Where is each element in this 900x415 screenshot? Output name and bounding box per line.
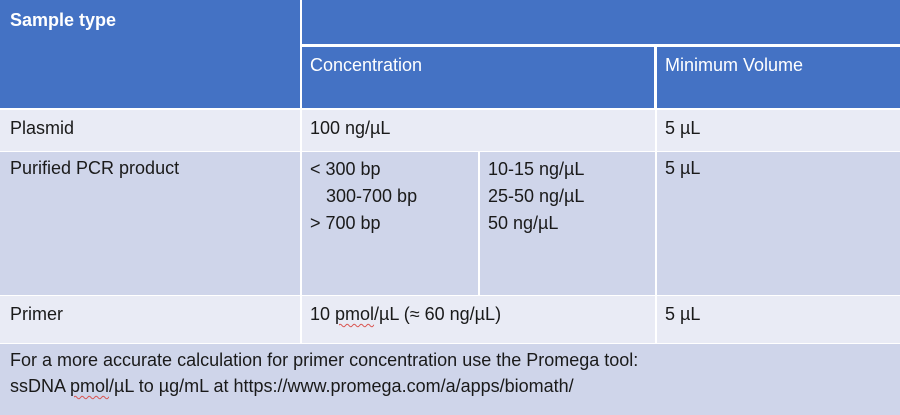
plasmid-sample-label: Plasmid: [10, 118, 75, 138]
column-divider-2: [655, 47, 657, 344]
header-sample-type-label: Sample type: [10, 10, 117, 30]
footer-line-2-prefix: ssDNA: [10, 376, 71, 396]
footer-line-1: For a more accurate calculation for prim…: [10, 350, 639, 370]
pcr-concentration-2: 25-50 ng/µL: [488, 186, 585, 206]
primer-row: Primer 10 pmol/µL (≈ 60 ng/µL) 5 µL: [0, 296, 900, 343]
pcr-size-2: 300-700 bp: [326, 186, 418, 206]
plasmid-volume: 5 µL: [665, 118, 701, 138]
header-minimum-volume-label: Minimum Volume: [665, 55, 804, 75]
footer-note: For a more accurate calculation for prim…: [0, 344, 900, 415]
pcr-row: Purified PCR product < 300 bp 300-700 bp…: [0, 152, 900, 295]
pcr-size-list: < 300 bp 300-700 bp > 700 bp: [310, 156, 417, 237]
pcr-concentration-3: 50 ng/µL: [488, 213, 559, 233]
header-concentration-cell: Concentration: [302, 47, 654, 108]
primer-concentration: 10 pmol/µL (≈ 60 ng/µL): [310, 304, 501, 325]
primer-concentration-prefix: 10: [310, 304, 336, 324]
footer-line-2: ssDNA pmol/µL to µg/mL at https://www.pr…: [10, 376, 574, 397]
header-sample-type-cell: Sample type: [0, 0, 300, 108]
pcr-inner-divider: [478, 152, 480, 295]
column-divider-1: [300, 0, 302, 344]
pcr-concentration-1: 10-15 ng/µL: [488, 159, 585, 179]
plasmid-row: Plasmid 100 ng/µL 5 µL: [0, 110, 900, 151]
primer-sample-label: Primer: [10, 304, 63, 324]
primer-concentration-suffix: /µL (≈ 60 ng/µL): [374, 304, 502, 324]
footer-line-2-unit: pmol: [70, 376, 110, 396]
pcr-concentration-list: 10-15 ng/µL 25-50 ng/µL 50 ng/µL: [488, 156, 584, 237]
header-minimum-volume-cell: Minimum Volume: [656, 47, 900, 108]
pcr-size-1: < 300 bp: [310, 159, 381, 179]
header-concentration-label: Concentration: [310, 55, 423, 75]
primer-concentration-unit: pmol: [335, 304, 375, 324]
pcr-volume: 5 µL: [665, 158, 701, 178]
plasmid-concentration: 100 ng/µL: [310, 118, 391, 138]
footer-line-2-suffix: /µL to µg/mL at https://www.promega.com/…: [109, 376, 574, 396]
pcr-sample-label: Purified PCR product: [10, 158, 180, 178]
pcr-size-3: > 700 bp: [310, 213, 381, 233]
header-top-right-cell: [302, 0, 900, 44]
primer-volume: 5 µL: [665, 304, 701, 324]
